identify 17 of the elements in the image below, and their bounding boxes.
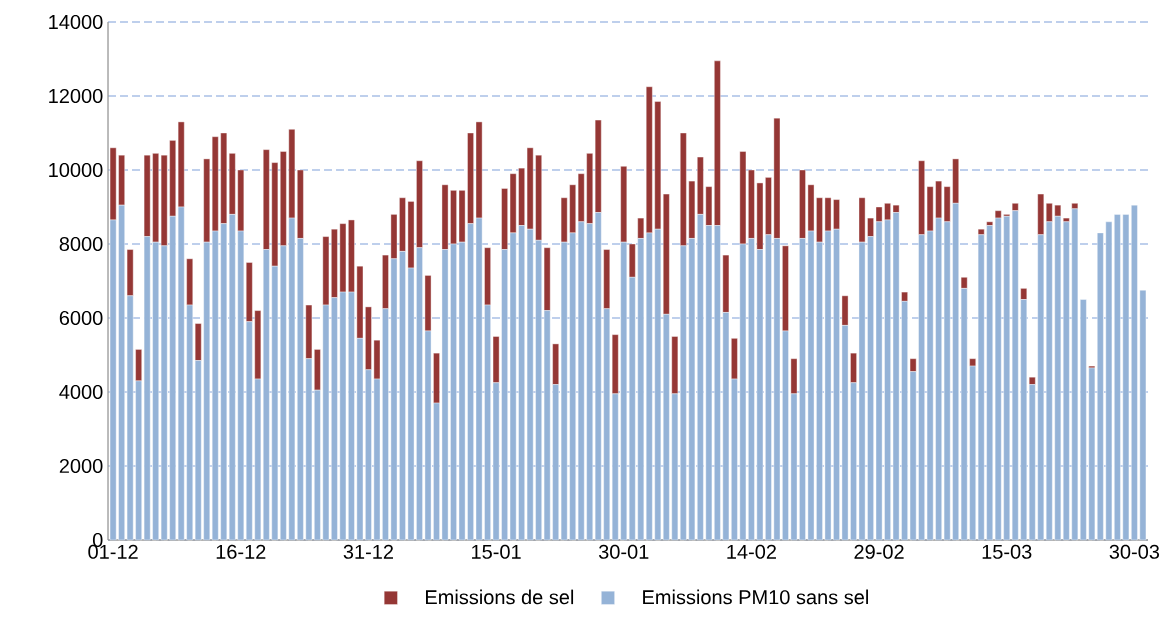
- x-tick-label: 14-02: [727, 544, 776, 559]
- y-tick-label: 2000: [59, 458, 103, 474]
- y-tick-label: 10000: [49, 162, 103, 178]
- legend-label: Emissions de sel: [426, 589, 574, 605]
- y-tick-label: 4000: [59, 384, 103, 400]
- x-tick-label: 15-03: [982, 544, 1032, 559]
- y-tick-label: 14000: [49, 14, 103, 30]
- x-tick-label: 15-01: [472, 544, 521, 559]
- y-tick-label: 12000: [49, 88, 103, 104]
- x-tick-label: 30-01: [598, 544, 649, 559]
- y-tick-label: 8000: [59, 236, 103, 252]
- y-tick-label: 6000: [59, 310, 103, 326]
- x-tick-label: 29-02: [854, 544, 904, 559]
- x-tick-label: 30-03: [1109, 544, 1160, 559]
- x-tick-label: 16-12: [216, 544, 266, 559]
- legend-label: Emissions PM10 sans sel: [643, 589, 868, 605]
- x-tick-label: 31-12: [343, 544, 393, 559]
